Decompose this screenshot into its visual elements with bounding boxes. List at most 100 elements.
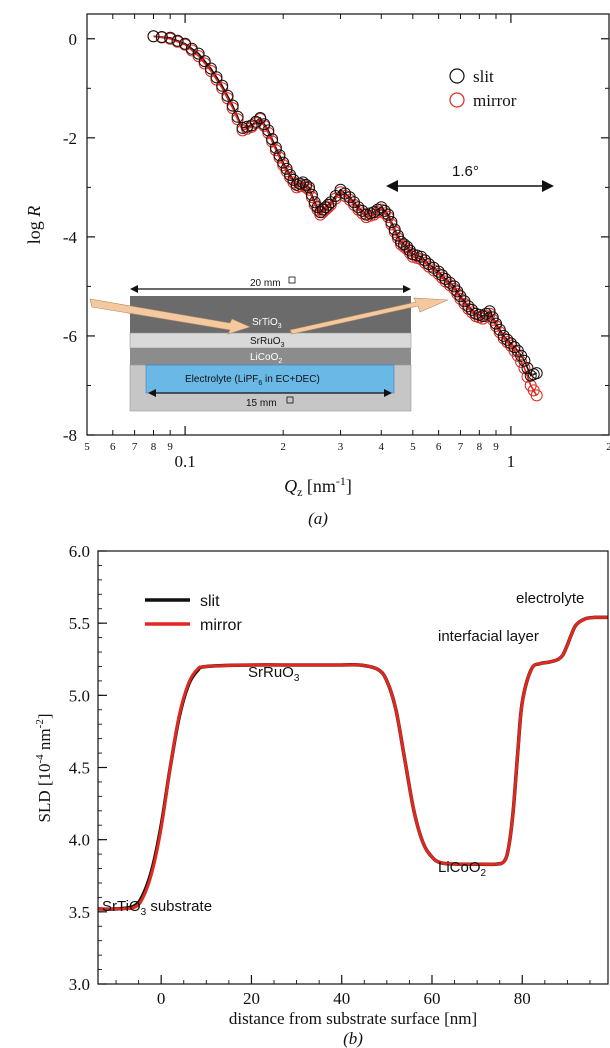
data-point-slit [245,119,258,132]
data-point-slit [501,333,514,346]
data-point-slit [324,196,337,209]
plot-frame-b [97,550,609,985]
data-point-mirror [280,165,293,178]
data-point-slit [497,329,510,342]
data-point-slit [155,31,168,43]
data-point-slit [385,216,398,228]
data-point-slit [375,201,388,214]
data-point-slit [198,55,211,68]
legend-label-mirror: mirror [473,91,517,110]
data-point-slit [254,112,267,124]
data-point-slit [171,34,184,47]
caption-b: (b) [343,1029,363,1048]
legend-label-slit-b: slit [200,593,220,610]
data-point-slit [303,181,315,194]
data-point-slit [356,204,369,217]
x-minor-tick-label-a: 7 [458,441,464,453]
data-point-mirror [493,326,506,339]
data-point-slit [521,362,534,375]
x-minor-tick-label-a: 8 [151,441,157,453]
x-tick-label-b: 40 [333,989,350,1008]
srruo3-label-b: SrRuO3 [248,664,300,684]
licoo2-layer [130,348,411,365]
data-point-slit [273,149,286,162]
data-point-slit [329,190,342,202]
x-tick-label-b: 60 [423,989,440,1008]
x-minor-tick-label-a: 9 [167,441,173,453]
data-point-slit [415,250,428,263]
incident-beam-icon [89,298,251,335]
data-point-slit [258,118,271,131]
data-point-slit [443,276,456,289]
y-axis-title-b: SLD [10-4 nm-2] [34,713,54,822]
caption-a: (a) [308,509,328,528]
srruo3-label: SrRuO3 [250,336,285,349]
data-point-slit [530,367,543,380]
sample-inset: 20 mm SrTiO3 SrRuO3 LiCoO2 Electrolyte (… [89,276,449,412]
x-minor-tick-label-a: 6 [110,441,116,453]
x-axis-title-b: distance from substrate surface [nm] [229,1009,477,1028]
y-tick-label-a: -6 [63,327,77,346]
legend-label-slit: slit [473,67,494,86]
licoo2-label-b: LiCoO2 [438,859,487,879]
data-point-mirror [406,250,419,263]
x-axis-title-a: Qz [nm-1] [284,474,352,499]
data-point-slit [480,307,493,320]
legend-marker-mirror [449,92,465,108]
data-point-slit [382,208,395,221]
data-point-slit [226,99,239,112]
reflected-beam-icon [289,297,449,335]
data-point-slit [462,300,475,313]
data-point-mirror [483,307,496,320]
x-minor-tick-label-a: 7 [132,441,138,453]
data-point-slit [277,156,290,169]
width-label-15mm: 15 mm [246,398,277,409]
data-point-slit [504,337,517,350]
electrolyte-label: Electrolyte (LiPF6 in EC+DEC) [185,374,320,387]
y-tick-label-b: 4.0 [69,831,90,850]
data-point-mirror [339,190,352,202]
data-point-slit [378,204,391,217]
data-point-slit [493,323,506,336]
angle-annotation: 1.6° [386,163,554,192]
y-tick-label-b: 3.0 [69,975,90,994]
data-point-slit [371,203,384,216]
data-point-slit [388,223,401,236]
x-major-tick-label-a: 1 [507,452,516,471]
data-point-slit [305,188,318,201]
x-minor-tick-label-a: 5 [410,441,416,453]
data-point-slit [231,110,244,123]
y-tick-label-b: 6.0 [69,542,90,561]
data-point-slit [401,240,414,253]
data-point-slit [508,341,521,354]
data-point-slit [322,198,335,211]
data-point-slit [210,71,223,84]
data-point-mirror [490,320,502,332]
x-tick-label-b: 0 [157,989,166,1008]
data-point-mirror [266,135,279,148]
interfacial-layer-label: interfacial layer [438,628,539,645]
sld-curve-mirror [97,615,609,911]
x-minor-tick-label-a: 3 [338,441,344,453]
data-point-slit [262,124,275,137]
data-point-slit [266,133,279,146]
data-point-slit [236,121,249,134]
angle-label: 1.6° [452,163,479,180]
data-point-slit [391,229,404,242]
y-tick-label-a: -8 [63,426,77,445]
data-point-mirror [391,232,404,245]
data-point-slit [216,79,229,92]
legend-a: slit mirror [449,67,517,110]
x-minor-tick-label-a: 4 [379,441,385,453]
data-point-slit [439,273,452,285]
data-point-slit [432,265,445,278]
data-point-slit [483,305,496,318]
x-minor-tick-label-a: 8 [477,441,483,453]
data-point-slit [419,254,431,267]
data-point-slit [249,115,262,128]
data-point-slit [486,311,499,324]
data-point-slit [269,141,282,154]
licoo2-label: LiCoO2 [250,352,282,365]
data-point-slit [147,30,160,43]
